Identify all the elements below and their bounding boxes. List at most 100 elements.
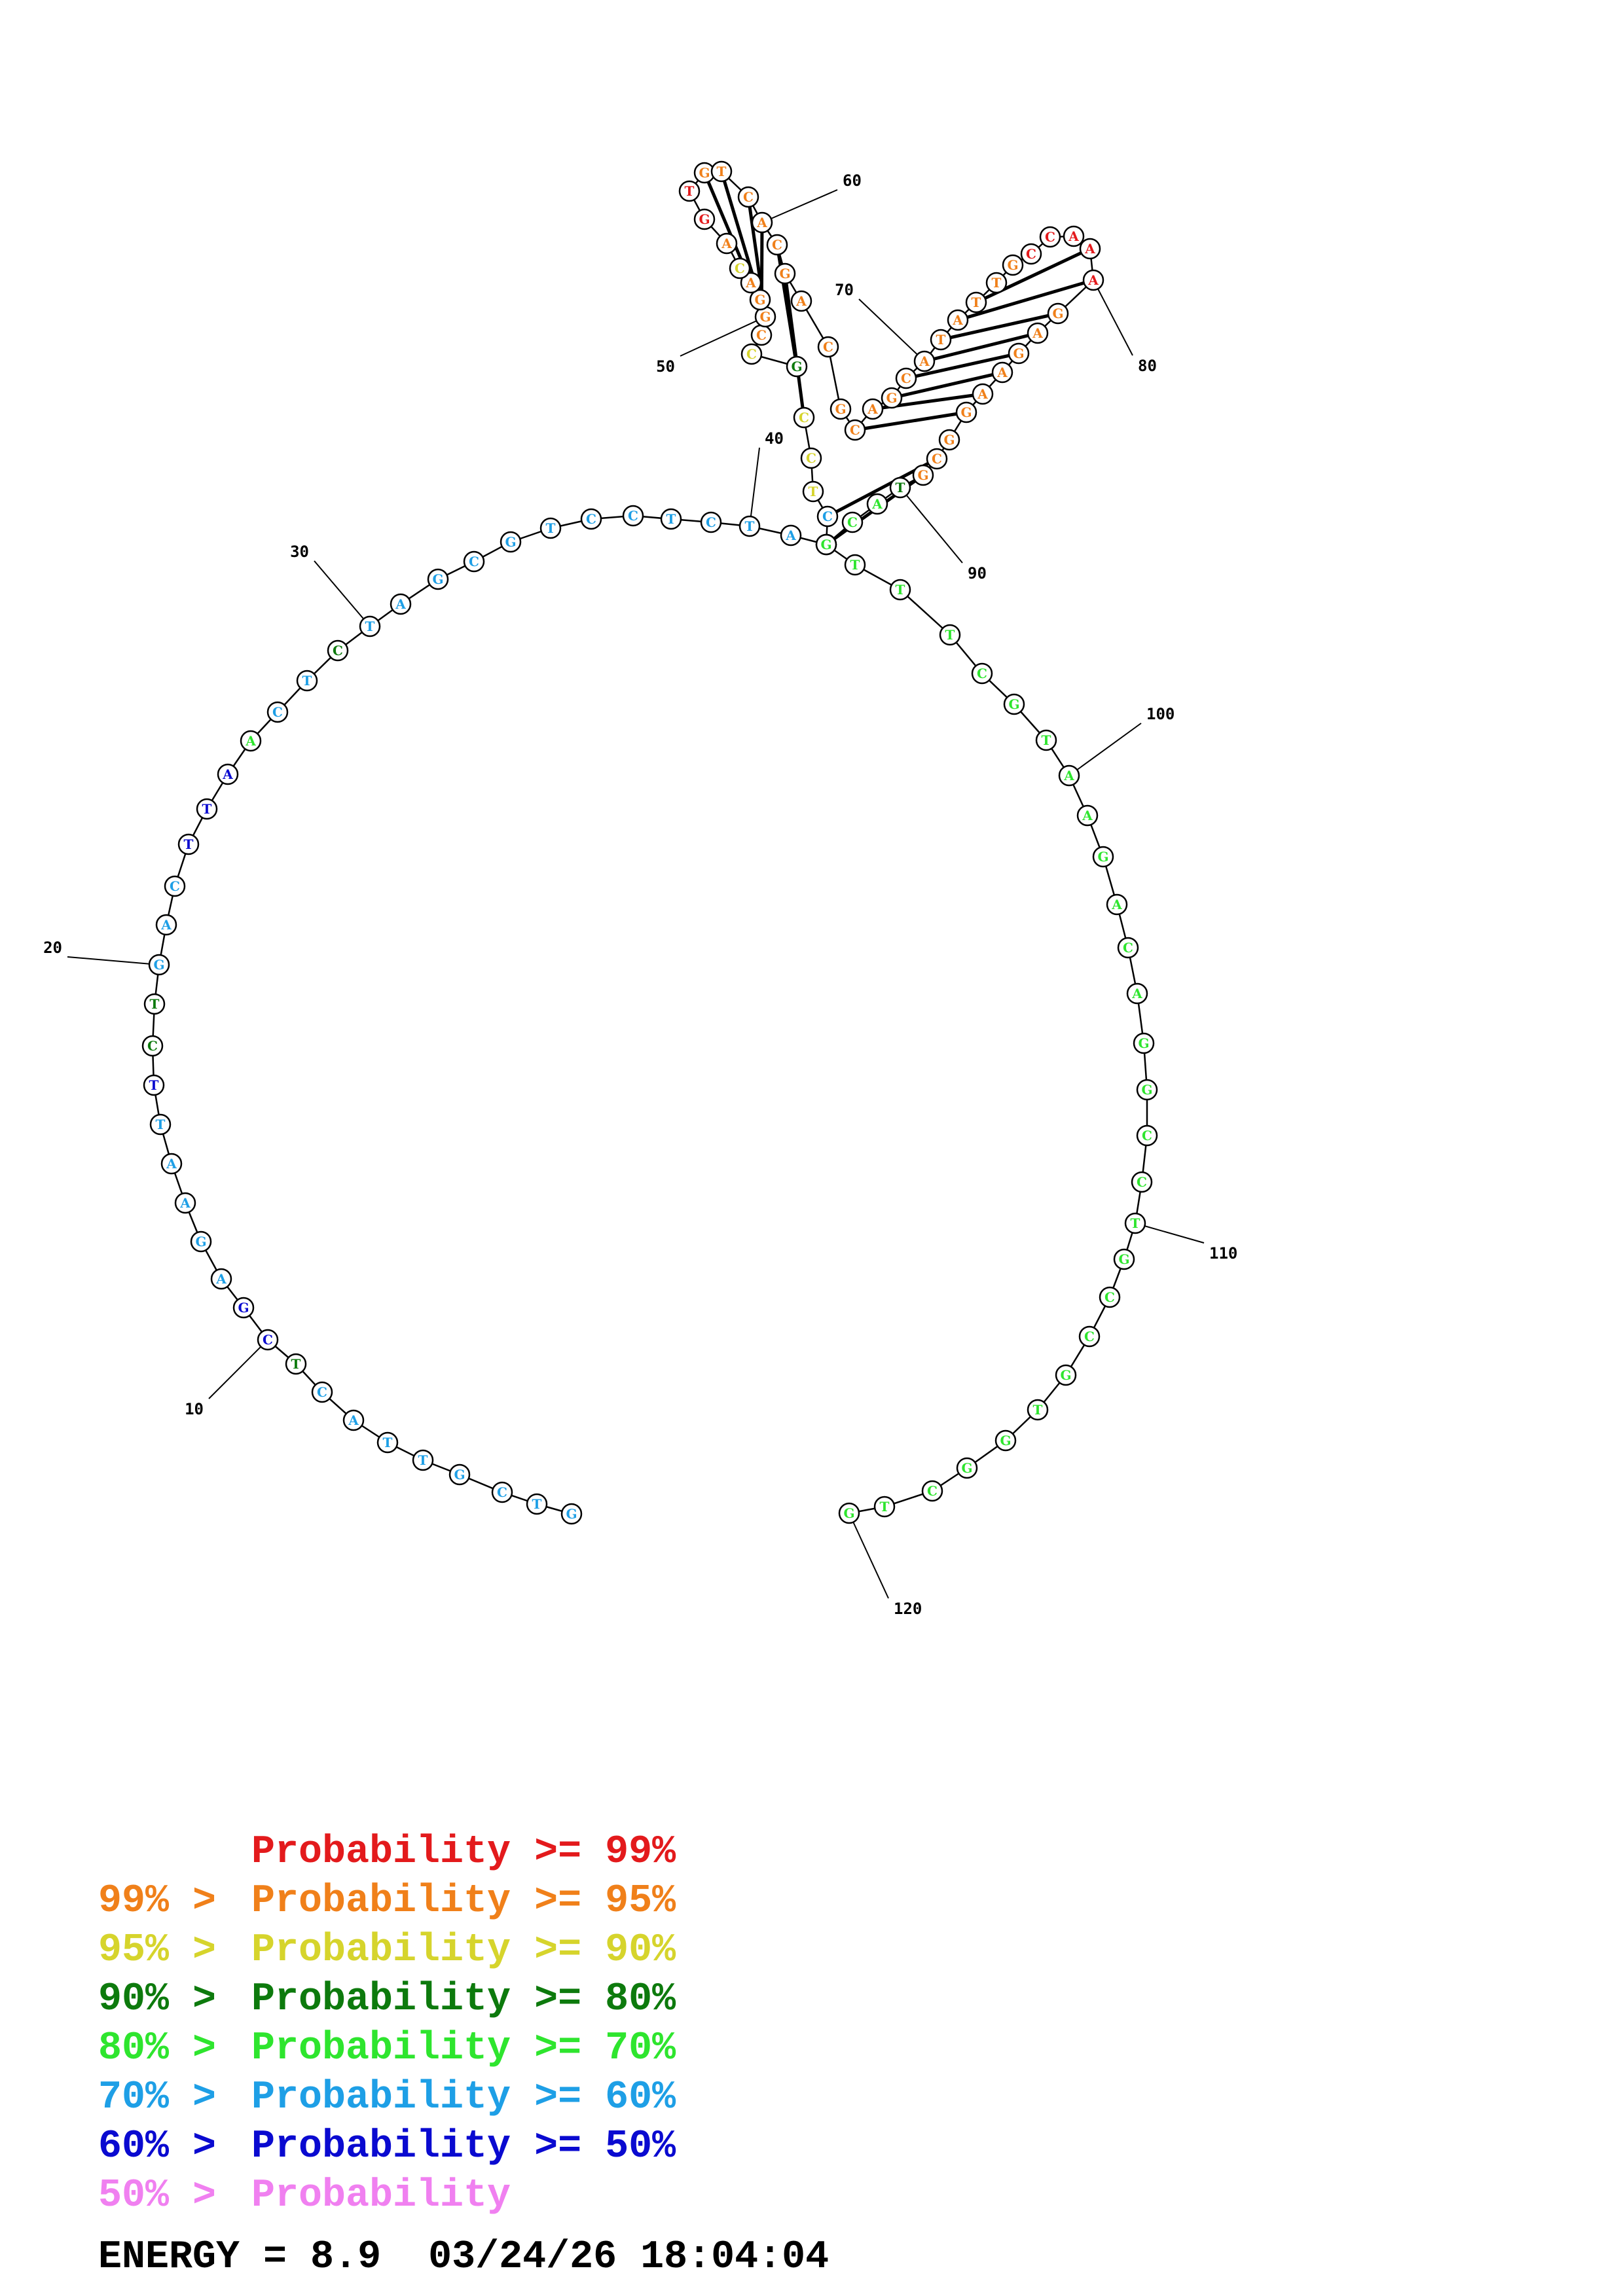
nucleotide-letter: C <box>847 514 858 530</box>
nucleotide: G <box>190 1230 212 1253</box>
nucleotide: T <box>844 554 866 576</box>
nucleotide-circle <box>1063 225 1085 247</box>
nucleotide: T <box>1035 729 1057 751</box>
nucleotide: A <box>780 524 802 547</box>
nucleotide-circle <box>930 329 952 351</box>
nucleotide-letter: T <box>972 295 981 310</box>
nucleotide: A <box>972 383 994 405</box>
nucleotide-circle <box>678 180 701 202</box>
nucleotide: T <box>177 833 200 855</box>
nucleotide: C <box>816 505 839 528</box>
position-tick <box>680 316 766 357</box>
nucleotide-circle <box>1002 254 1024 276</box>
nucleotide-circle <box>174 1192 196 1214</box>
legend-row: 60% > Probability >= 50% <box>98 2127 676 2166</box>
legend-label: Probability <box>251 2174 511 2218</box>
nucleotide-circle <box>327 639 349 662</box>
legend-label: Probability <box>251 1977 511 2022</box>
nucleotide-circle <box>844 419 866 441</box>
nucleotide-circle <box>972 383 994 405</box>
nucleotide-circle <box>210 1268 232 1290</box>
nucleotide: G <box>938 429 960 451</box>
nucleotide-letter: G <box>1097 849 1108 865</box>
nucleotide-circle <box>838 1502 860 1524</box>
position-tick <box>1093 279 1133 356</box>
nucleotide-circle <box>1082 269 1104 291</box>
legend-label: Probability <box>251 1830 511 1874</box>
legend-label: Probability <box>251 2125 511 2169</box>
nucleotide: G <box>148 954 170 976</box>
backbone-segment <box>900 589 951 636</box>
nucleotide-circle <box>1058 764 1080 787</box>
base-pair-bond <box>891 370 1003 400</box>
nucleotide: G <box>1092 846 1114 868</box>
nucleotide: G <box>232 1297 255 1319</box>
nucleotide-circle <box>913 350 936 372</box>
nucleotide: G <box>1002 254 1024 276</box>
nucleotide: G <box>693 208 716 230</box>
nucleotide-circle <box>141 1035 164 1057</box>
nucleotide-circle <box>956 1457 978 1479</box>
legend-suffix: >= 90% <box>511 1928 676 1973</box>
nucleotide: T <box>802 480 824 503</box>
nucleotide-circle <box>921 1480 943 1502</box>
nucleotide-circle <box>994 1429 1017 1452</box>
nucleotide-letter: C <box>977 666 987 681</box>
nucleotide-letter: A <box>395 596 406 612</box>
nucleotide: A <box>716 232 738 255</box>
nucleotide-letter: A <box>348 1412 359 1428</box>
nucleotide-circle <box>844 554 866 576</box>
nucleotide: C <box>971 662 993 685</box>
nucleotide-letter: G <box>1141 1082 1152 1098</box>
nucleotide: T <box>359 615 381 637</box>
nucleotide-circle <box>580 508 602 530</box>
base-pair-bond <box>905 351 1019 380</box>
nucleotide-letter: C <box>756 327 767 343</box>
nucleotide-circle <box>802 480 824 503</box>
energy-footer: ENERGY = 8.9 03/24/26 18:04:04 <box>98 2235 830 2280</box>
nucleotide: G <box>815 533 837 556</box>
nucleotide: A <box>1076 804 1099 827</box>
nucleotide-letter: A <box>166 1156 177 1172</box>
nucleotide-letter: C <box>927 1483 938 1499</box>
nucleotide-letter: C <box>272 704 283 720</box>
nucleotide: A <box>160 1153 183 1175</box>
nucleotide: C <box>740 343 763 365</box>
position-tick <box>67 956 160 965</box>
nucleotide: C <box>926 448 948 470</box>
nucleotide: A <box>947 309 969 331</box>
legend-suffix: >= 50% <box>511 2125 676 2169</box>
nucleotide-circle <box>1039 226 1061 248</box>
nucleotide-circle <box>841 511 864 533</box>
nucleotide-letter: G <box>1008 696 1019 712</box>
nucleotide-letter: T <box>383 1435 393 1450</box>
nucleotide-circle <box>700 511 722 533</box>
nucleotide-circle <box>1136 1124 1158 1147</box>
nucleotide: T <box>939 624 961 646</box>
nucleotide: G <box>448 1463 471 1486</box>
nucleotide-circle <box>448 1463 471 1486</box>
nucleotide-circle <box>790 290 812 312</box>
nucleotide-letter: G <box>960 404 972 420</box>
nucleotide: A <box>1027 322 1049 344</box>
nucleotide-letter: G <box>1000 1433 1011 1448</box>
nucleotide-circle <box>971 662 993 685</box>
position-tick <box>1068 723 1142 776</box>
nucleotide-circle <box>873 1496 896 1518</box>
nucleotide-letter: C <box>823 339 833 355</box>
position-tick <box>900 487 963 564</box>
nucleotide: G <box>956 1457 978 1479</box>
nucleotide-letter: C <box>586 511 596 527</box>
nucleotide: G <box>994 1429 1017 1452</box>
position-label: 40 <box>765 429 784 448</box>
nucleotide-letter: A <box>756 215 767 230</box>
nucleotide-circle <box>240 730 262 752</box>
nucleotide-letter: G <box>791 359 802 374</box>
nucleotide: G <box>786 355 808 378</box>
nucleotide: C <box>491 1481 513 1503</box>
nucleotide: T <box>873 1496 896 1518</box>
nucleotide-letter: T <box>291 1356 301 1372</box>
nucleotide-letter: G <box>917 467 928 483</box>
nucleotide-letter: G <box>1013 346 1024 361</box>
nucleotide-letter: T <box>745 518 755 534</box>
